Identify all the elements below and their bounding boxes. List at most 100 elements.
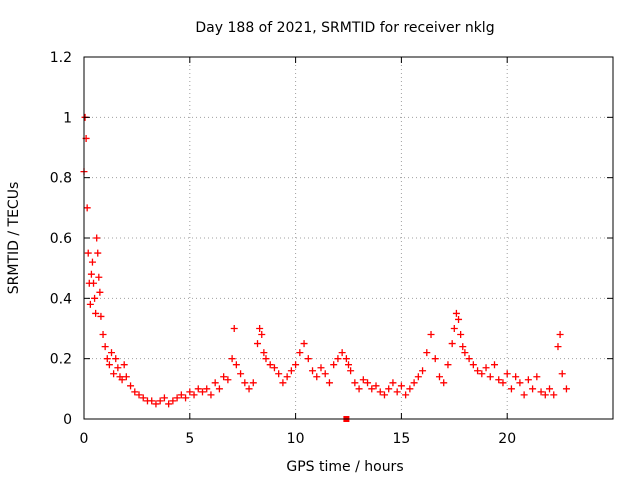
data-point xyxy=(173,394,181,402)
data-point xyxy=(440,379,448,387)
data-point xyxy=(495,376,503,384)
data-point xyxy=(455,315,463,323)
data-point xyxy=(317,364,325,372)
y-tick-label: 0.2 xyxy=(50,352,72,368)
data-point xyxy=(275,370,283,378)
data-point xyxy=(304,355,312,363)
data-point xyxy=(541,391,549,399)
data-point xyxy=(520,391,528,399)
data-point xyxy=(258,331,266,339)
data-point xyxy=(364,379,372,387)
y-tick-label: 0.6 xyxy=(50,231,72,247)
data-point xyxy=(419,367,427,375)
data-point xyxy=(435,373,443,381)
data-point xyxy=(232,361,240,369)
data-point xyxy=(93,234,101,242)
x-tick-label: 20 xyxy=(498,431,516,447)
data-point xyxy=(554,343,562,351)
data-point xyxy=(376,388,384,396)
data-point xyxy=(556,331,564,339)
data-point xyxy=(321,370,329,378)
data-point xyxy=(190,391,198,399)
data-point xyxy=(389,379,397,387)
data-point xyxy=(90,279,98,287)
y-tick-label: 0.8 xyxy=(50,171,72,187)
data-point xyxy=(203,385,211,393)
data-point xyxy=(207,391,215,399)
data-point xyxy=(256,325,264,332)
chart-title: Day 188 of 2021, SRMTID for receiver nkl… xyxy=(195,20,494,36)
data-point xyxy=(148,397,156,405)
data-point xyxy=(91,294,99,302)
data-point xyxy=(558,370,566,378)
data-point xyxy=(127,382,135,390)
x-tick-label: 0 xyxy=(80,431,89,447)
data-point xyxy=(112,355,120,363)
data-point xyxy=(482,364,490,372)
data-point xyxy=(152,400,160,408)
data-point xyxy=(120,361,128,369)
data-point xyxy=(279,379,287,387)
data-point xyxy=(118,376,126,384)
data-point xyxy=(215,385,223,393)
data-point xyxy=(338,349,346,357)
data-point xyxy=(266,361,274,369)
data-point xyxy=(228,355,236,363)
data-point xyxy=(160,394,168,402)
data-point xyxy=(529,385,537,393)
data-point xyxy=(385,385,393,393)
x-axis-label: GPS time / hours xyxy=(286,459,403,475)
data-point xyxy=(325,379,333,387)
data-point xyxy=(342,355,350,363)
data-point xyxy=(114,364,122,372)
data-point xyxy=(313,373,321,381)
data-point xyxy=(444,361,452,369)
data-point xyxy=(533,373,541,381)
data-point xyxy=(224,376,232,384)
axis-ticks: 0 5 10 15 20 0 0.2 0.4 0.6 0.8 1 1.2 xyxy=(50,50,613,447)
data-point xyxy=(351,379,359,387)
data-point xyxy=(283,373,291,381)
data-point xyxy=(165,400,173,408)
data-point xyxy=(108,349,116,357)
data-point xyxy=(287,367,295,375)
data-point xyxy=(512,373,520,381)
data-point xyxy=(402,391,410,399)
data-point xyxy=(393,388,401,396)
data-point xyxy=(423,349,431,357)
data-point xyxy=(270,364,278,372)
data-point xyxy=(537,388,545,396)
y-axis-label: SRMTID / TECUs xyxy=(6,182,22,295)
data-point xyxy=(198,388,206,396)
data-point xyxy=(347,367,355,375)
data-point xyxy=(156,397,164,405)
data-point xyxy=(397,382,405,390)
data-point xyxy=(334,355,342,363)
data-point xyxy=(220,373,228,381)
x-tick-label: 15 xyxy=(392,431,410,447)
data-point xyxy=(503,370,511,378)
data-point xyxy=(83,204,91,212)
data-point xyxy=(245,385,253,393)
data-point xyxy=(105,361,113,369)
data-point xyxy=(122,373,130,381)
y-tick-label: 0 xyxy=(63,412,72,428)
data-point xyxy=(309,367,317,375)
data-point xyxy=(457,331,465,339)
data-point xyxy=(260,349,268,357)
data-point xyxy=(427,331,435,339)
data-point xyxy=(499,379,507,387)
data-point xyxy=(414,373,422,381)
data-point xyxy=(448,340,456,348)
data-point xyxy=(95,273,103,281)
data-point xyxy=(177,391,185,399)
data-point xyxy=(461,349,469,357)
data-point xyxy=(345,361,352,369)
data-point xyxy=(139,394,147,402)
data-point xyxy=(380,391,388,399)
data-point xyxy=(249,379,257,387)
data-point xyxy=(465,355,473,363)
data-point xyxy=(296,349,304,357)
data-point xyxy=(372,382,380,390)
